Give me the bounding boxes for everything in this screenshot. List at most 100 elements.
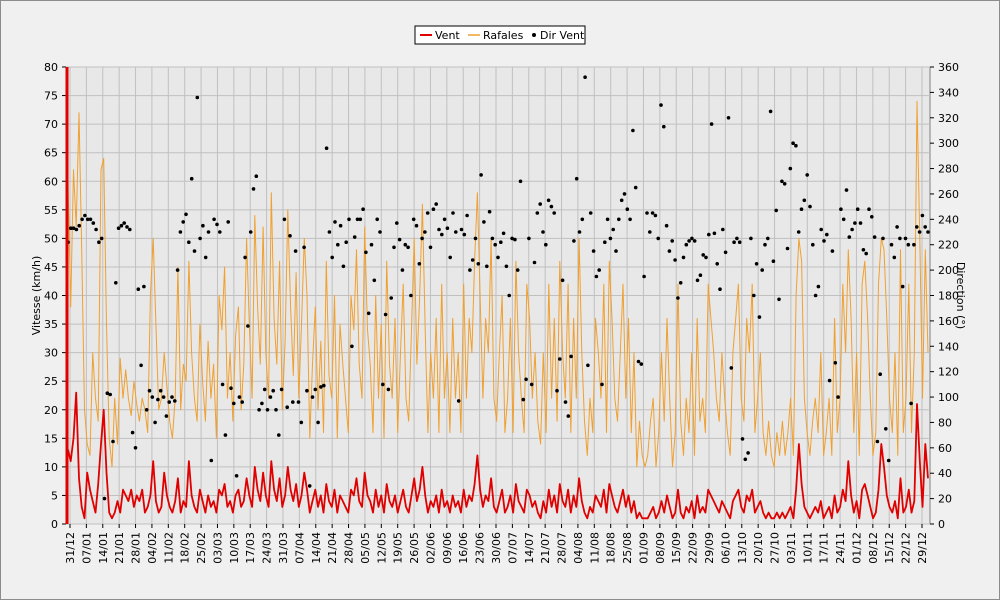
x-tick-label: 09/06 bbox=[441, 532, 454, 564]
right-tick-label: 80 bbox=[938, 416, 952, 429]
dir-vent-point bbox=[895, 225, 899, 229]
x-tick-label: 01/12 bbox=[850, 532, 863, 564]
dir-vent-point bbox=[97, 240, 101, 244]
left-tick-label: 25 bbox=[44, 375, 58, 388]
legend-rafales-label: Rafales bbox=[483, 29, 524, 42]
dir-vent-point bbox=[392, 245, 396, 250]
dir-vent-point bbox=[240, 400, 244, 404]
dir-vent-point bbox=[558, 357, 562, 361]
dir-vent-point bbox=[479, 173, 483, 177]
dir-vent-point bbox=[740, 437, 745, 441]
left-tick-label: 70 bbox=[44, 118, 58, 131]
dir-vent-point bbox=[886, 458, 891, 463]
dir-vent-point bbox=[605, 217, 610, 222]
dir-vent-point bbox=[150, 395, 155, 399]
left-tick-label: 5 bbox=[51, 489, 58, 502]
dir-vent-point bbox=[468, 268, 472, 272]
dir-vent-point bbox=[594, 274, 599, 279]
dir-vent-point bbox=[889, 242, 894, 247]
dir-vent-point bbox=[158, 388, 163, 393]
dir-vent-point bbox=[617, 217, 621, 222]
dir-vent-point bbox=[549, 204, 554, 209]
series-rafales-line bbox=[67, 100, 929, 468]
y-axis-right-label: Direction (°) bbox=[954, 262, 967, 329]
dir-vent-point bbox=[395, 221, 399, 225]
dir-vent-point bbox=[597, 268, 601, 272]
x-tick-label: 28/04 bbox=[343, 532, 356, 564]
dir-vent-point bbox=[583, 75, 587, 79]
dir-vent-point bbox=[319, 385, 323, 389]
dir-vent-point bbox=[305, 388, 309, 393]
dir-vent-point bbox=[664, 223, 669, 228]
x-tick-label: 07/04 bbox=[293, 532, 306, 564]
dir-vent-point bbox=[133, 446, 138, 450]
dir-vent-point bbox=[201, 223, 205, 228]
dir-vent-point bbox=[513, 237, 517, 242]
x-tick-label: 23/06 bbox=[474, 532, 487, 564]
dir-vent-point bbox=[662, 124, 666, 129]
dir-vent-point bbox=[381, 382, 385, 387]
right-tick-label: 200 bbox=[938, 264, 959, 277]
right-tick-label: 0 bbox=[938, 518, 945, 531]
dir-vent-point bbox=[125, 225, 129, 229]
dir-vent-point bbox=[324, 146, 329, 150]
dir-vent-point bbox=[515, 268, 520, 272]
right-tick-label: 100 bbox=[938, 391, 959, 404]
dir-vent-point bbox=[327, 230, 332, 234]
dir-vent-point bbox=[650, 211, 655, 215]
dir-vent-point bbox=[504, 264, 509, 269]
dir-vent-point bbox=[844, 188, 849, 192]
dir-vent-point bbox=[653, 213, 658, 218]
x-tick-label: 20/10 bbox=[752, 532, 765, 564]
dir-vent-point bbox=[257, 408, 261, 412]
dir-vent-point bbox=[85, 217, 90, 222]
dir-vent-point bbox=[209, 458, 214, 463]
dir-vent-point bbox=[636, 359, 641, 364]
dir-vent-point bbox=[527, 236, 531, 241]
dir-vent-point bbox=[875, 439, 880, 444]
dir-vent-point bbox=[884, 427, 888, 431]
x-tick-label: 24/03 bbox=[261, 532, 274, 564]
left-tick-label: 75 bbox=[44, 90, 58, 103]
dir-vent-point bbox=[552, 211, 556, 215]
dir-vent-point bbox=[541, 230, 545, 234]
dir-vent-point bbox=[771, 259, 776, 264]
dir-vent-point bbox=[510, 236, 514, 241]
dir-vent-point bbox=[639, 362, 644, 366]
dir-vent-point bbox=[704, 255, 708, 260]
dir-vent-point bbox=[591, 249, 596, 253]
dir-vent-point bbox=[774, 208, 778, 213]
dir-vent-point bbox=[529, 382, 534, 387]
x-tick-label: 21/04 bbox=[326, 532, 339, 564]
dir-vent-point bbox=[906, 242, 911, 247]
left-tick-label: 50 bbox=[44, 232, 58, 245]
dir-vent-point bbox=[572, 239, 576, 243]
dir-vent-point bbox=[122, 221, 126, 225]
dir-vent-point bbox=[782, 182, 787, 186]
dir-vent-point bbox=[501, 231, 506, 236]
dir-vent-point bbox=[428, 245, 433, 250]
x-tick-label: 03/03 bbox=[211, 532, 224, 564]
x-tick-label: 10/11 bbox=[801, 532, 814, 564]
dir-vent-point bbox=[681, 255, 686, 260]
dir-vent-point bbox=[448, 255, 453, 260]
x-tick-label: 14/01 bbox=[97, 532, 110, 564]
x-tick-label: 27/10 bbox=[769, 532, 782, 564]
dir-vent-point bbox=[333, 220, 337, 224]
dir-vent-point bbox=[544, 242, 548, 247]
legend-dir-marker bbox=[532, 33, 536, 37]
x-tick-label: 14/07 bbox=[523, 532, 536, 564]
dir-vent-point bbox=[870, 215, 874, 219]
left-tick-label: 45 bbox=[44, 261, 58, 274]
dir-vent-point bbox=[265, 408, 270, 412]
dir-vent-point bbox=[867, 207, 871, 211]
dir-vent-point bbox=[251, 187, 256, 191]
series-vent-line bbox=[67, 391, 929, 520]
dir-vent-point bbox=[898, 236, 902, 241]
x-tick-label: 15/12 bbox=[883, 532, 896, 564]
dir-vent-point bbox=[603, 240, 607, 244]
x-tick-label: 07/07 bbox=[506, 532, 519, 564]
dir-vent-point bbox=[254, 174, 259, 178]
dir-vent-point bbox=[417, 262, 422, 266]
dir-vent-point bbox=[608, 236, 613, 241]
